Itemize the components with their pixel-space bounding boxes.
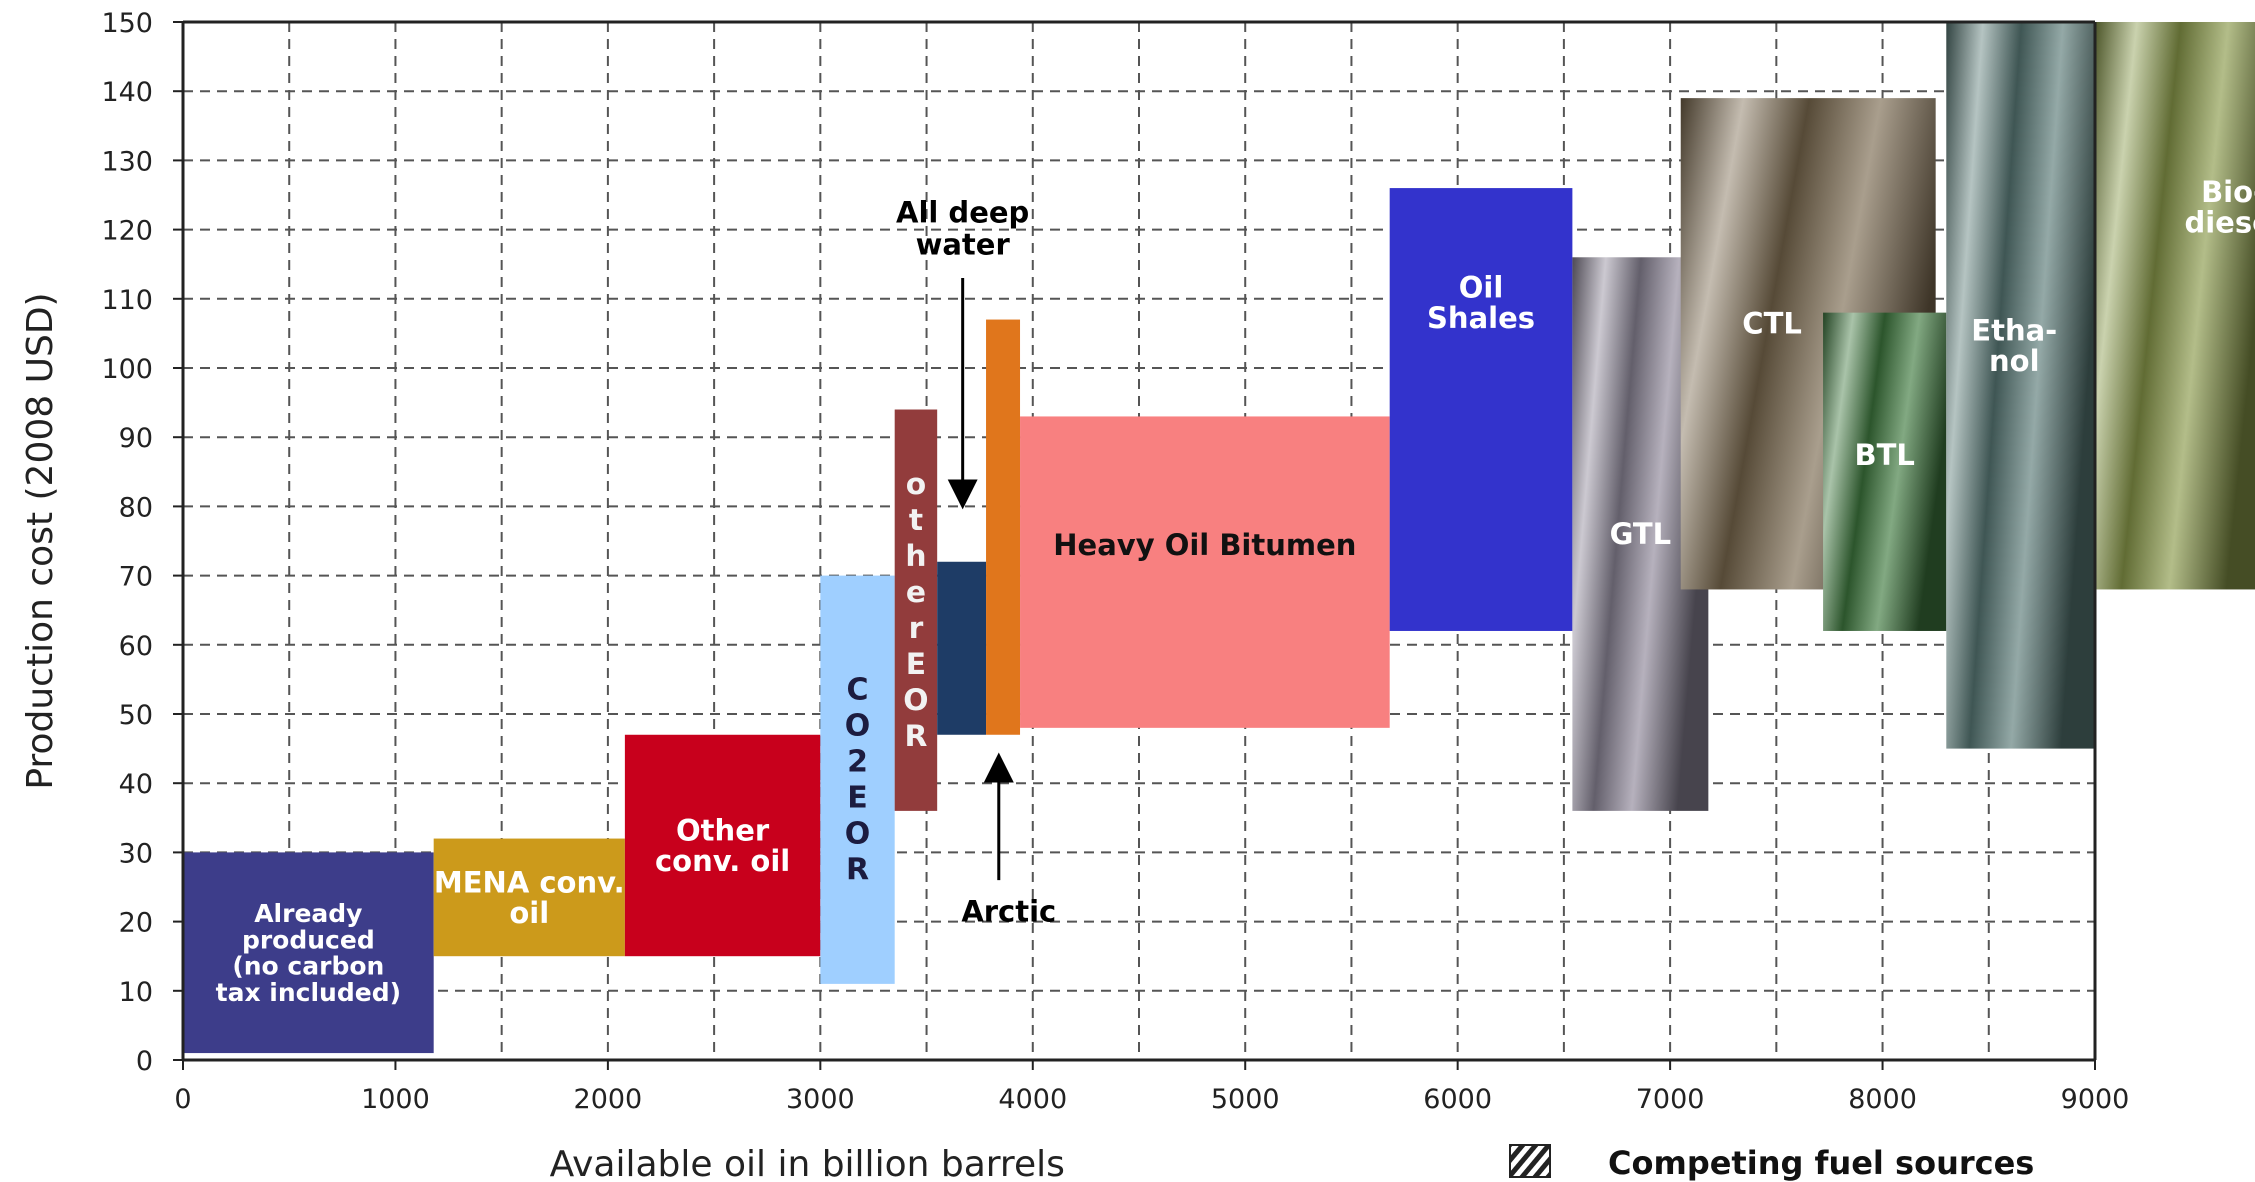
y-axis-title: Production cost (2008 USD) xyxy=(20,292,61,789)
bar-oil-shales xyxy=(1389,188,1573,631)
x-tick-label: 6000 xyxy=(1423,1084,1492,1115)
x-axis-title: Available oil in billion barrels xyxy=(550,1144,1065,1182)
y-tick-label: 150 xyxy=(101,8,153,39)
y-tick-label: 0 xyxy=(136,1046,153,1077)
bar-heavy-oil-bitumen xyxy=(1020,416,1390,728)
x-tick-label: 0 xyxy=(174,1084,191,1115)
bar-other-conv-oil xyxy=(624,734,821,957)
legend-label: Competing fuel sources xyxy=(1608,1144,2034,1182)
y-tick-label: 50 xyxy=(119,700,153,731)
y-tick-label: 90 xyxy=(119,423,153,454)
x-tick-label: 1000 xyxy=(361,1084,430,1115)
y-tick-label: 70 xyxy=(119,562,153,593)
bar-other-eor xyxy=(894,409,938,811)
x-tick-label: 8000 xyxy=(1848,1084,1917,1115)
bar-label-already-produced-no-carbon-tax-included: Already produced (no carbon tax included) xyxy=(216,899,401,1007)
bar-bio-diesel xyxy=(2095,22,2255,590)
y-tick-label: 80 xyxy=(119,492,153,523)
bar-label-ctl: CTL xyxy=(1742,306,1802,340)
y-tick-label: 130 xyxy=(101,146,153,177)
axes: 0 10 20 30 40 50 60 70 80 90 100 110 120 130 140 150 0 10… xyxy=(101,8,2129,1115)
bar-all-deep-water xyxy=(937,561,987,735)
annotation-all-deep-water: All deep water xyxy=(896,196,1029,262)
y-tick-label: 110 xyxy=(101,285,153,316)
x-tick-label: 3000 xyxy=(786,1084,855,1115)
bar-already-produced-no-carbon-tax-included xyxy=(183,852,434,1054)
y-tick-label: 20 xyxy=(119,908,153,939)
x-tick-label: 2000 xyxy=(574,1084,643,1115)
bar-arctic xyxy=(986,319,1021,735)
bar-label-gtl: GTL xyxy=(1610,517,1672,551)
x-tick-label: 9000 xyxy=(2061,1084,2130,1115)
bar-label-mena-conv-oil: MENA conv. oil xyxy=(434,865,625,929)
bar-co2-eor xyxy=(820,575,895,984)
bar-label-heavy-oil-bitumen: Heavy Oil Bitumen xyxy=(1053,528,1356,562)
bar-etha-nol xyxy=(1946,22,2095,749)
y-tick-label: 100 xyxy=(101,354,153,385)
bar-labels: Already produced (no carbon tax included) ME… xyxy=(216,175,2255,1007)
y-tick-label: 140 xyxy=(101,77,153,108)
bar-label-etha-nol: Etha-nol xyxy=(1971,313,2057,377)
y-tick-label: 30 xyxy=(119,838,153,869)
y-tick-label: 120 xyxy=(101,216,153,247)
x-tick-label: 4000 xyxy=(998,1084,1067,1115)
y-tick-label: 10 xyxy=(119,977,153,1008)
x-tick-label: 7000 xyxy=(1636,1084,1705,1115)
bar-label-other-conv-oil: Other conv. oil xyxy=(655,813,790,877)
y-tick-label: 60 xyxy=(119,631,153,662)
legend: Competing fuel sources xyxy=(1509,1144,2034,1182)
annotations: All deep water Arctic xyxy=(896,196,1056,929)
cost-bars xyxy=(183,22,2255,1054)
bar-mena-conv-oil xyxy=(433,838,625,957)
x-tick-label: 5000 xyxy=(1211,1084,1280,1115)
y-tick-label: 40 xyxy=(119,769,153,800)
annotation-arctic: Arctic xyxy=(961,895,1056,929)
bar-label-btl: BTL xyxy=(1854,438,1914,472)
bar-label-oil-shales: Oil Shales xyxy=(1427,270,1535,334)
bar-btl xyxy=(1823,312,1947,631)
legend-swatch-hatched xyxy=(1509,1144,1551,1178)
bar-label-bio-diesel: Bio-diesel xyxy=(2184,175,2255,239)
